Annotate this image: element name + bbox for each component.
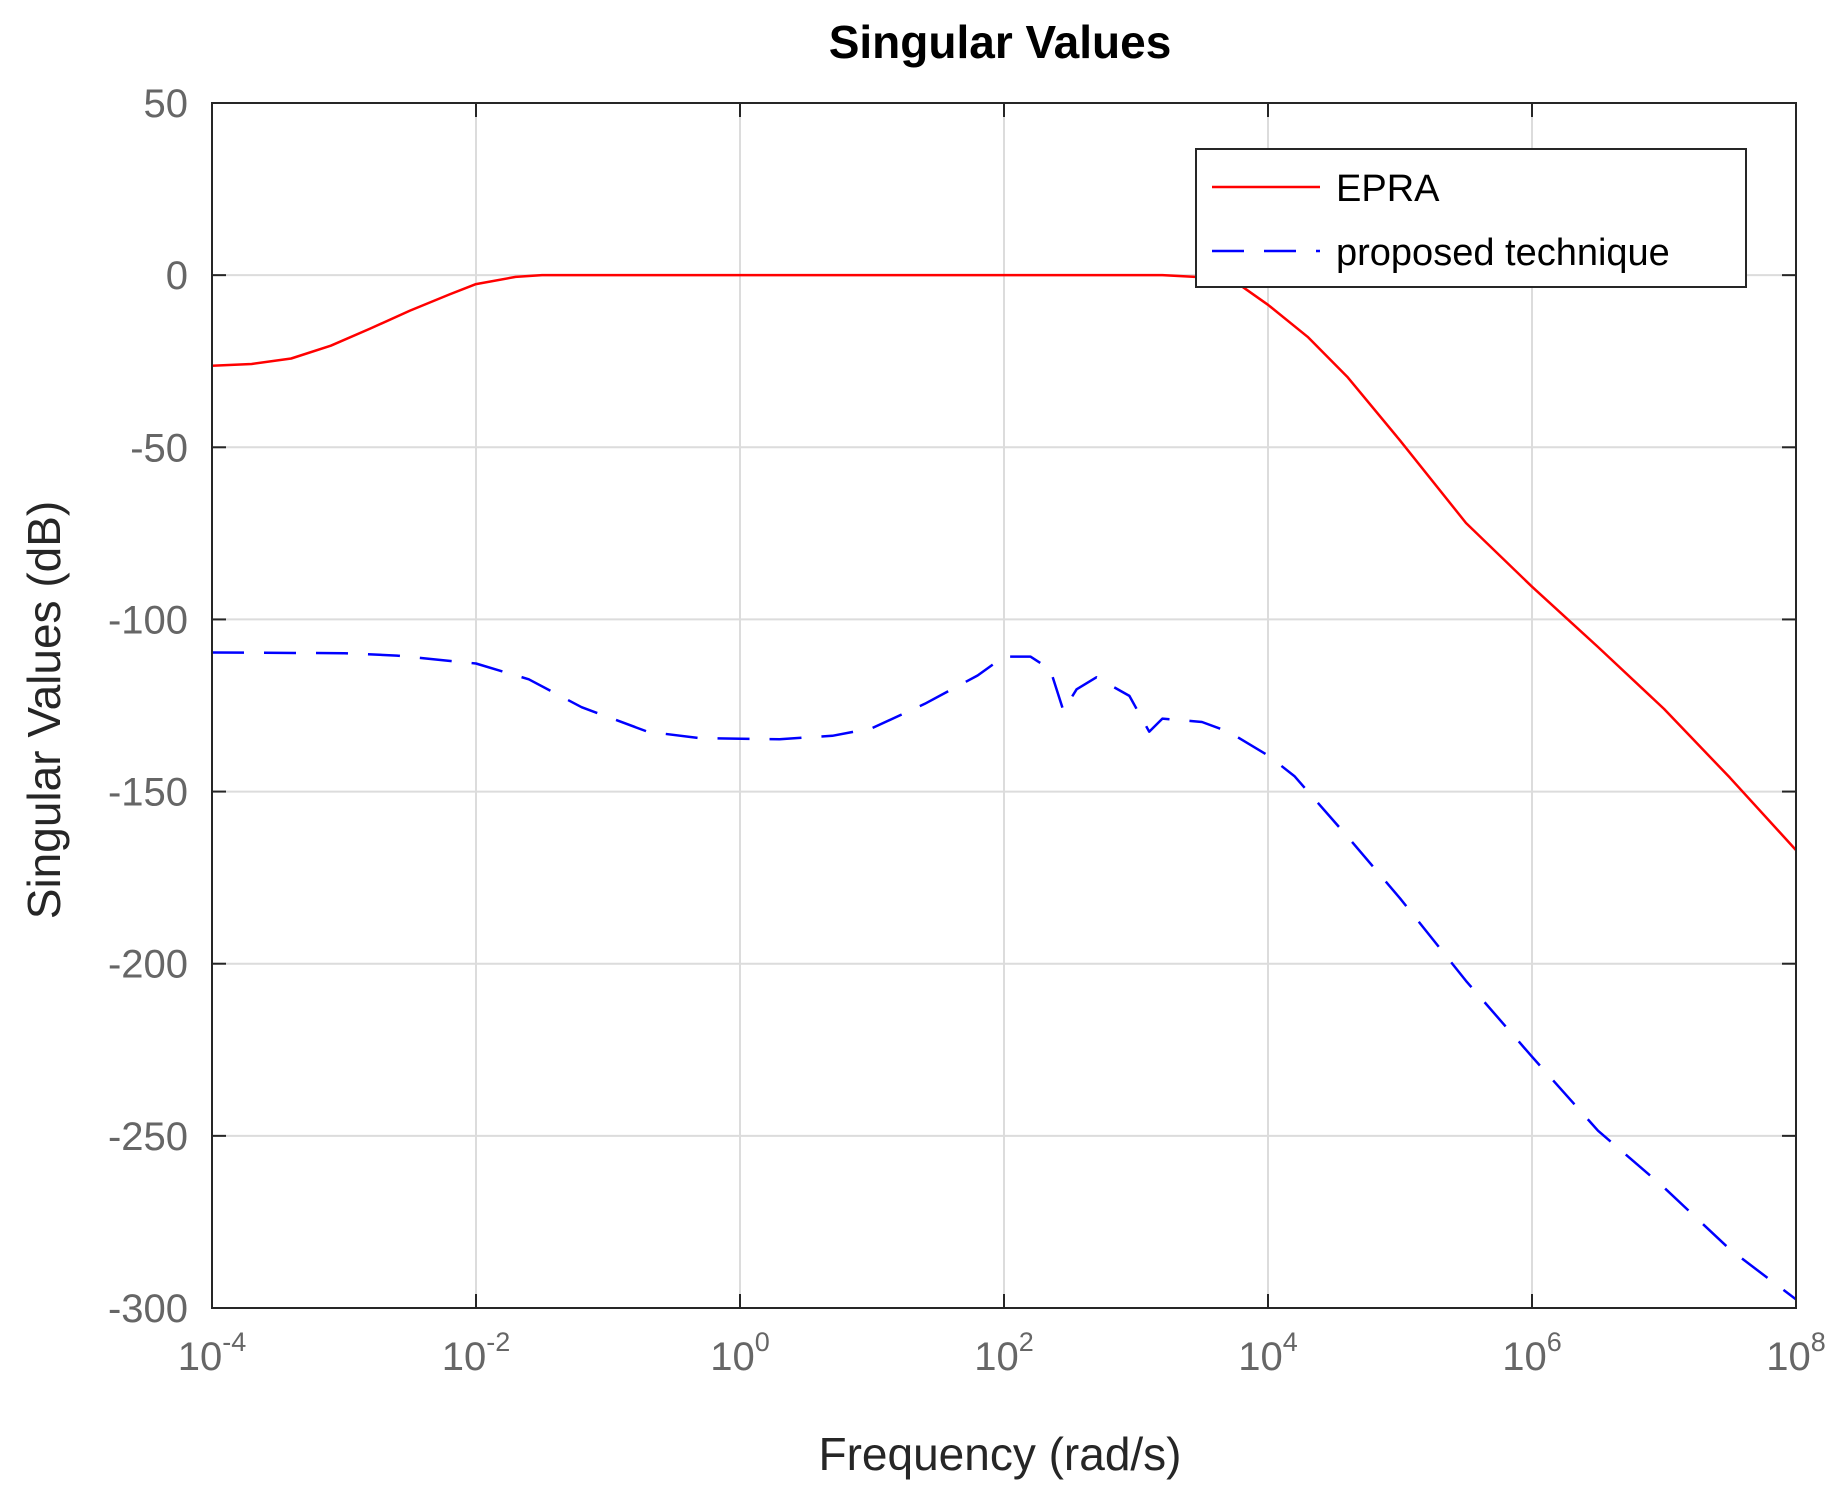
legend-proposed-label: proposed technique (1336, 232, 1670, 274)
y-axis-label: Singular Values (dB) (18, 501, 70, 919)
y-tick-label: -50 (130, 426, 188, 470)
tick-marks (211, 102, 1797, 1309)
legend-box (1195, 148, 1747, 288)
y-tick-label: -200 (108, 943, 188, 987)
y-tick-label: -300 (108, 1287, 188, 1331)
series-line-epra (211, 273, 1797, 851)
x-tick-labels: 10-4 10-2 100 102 104 106 108 (178, 1327, 1826, 1379)
legend-epra-label: EPRA (1336, 168, 1440, 210)
x-tick-label: 10-4 (178, 1327, 247, 1379)
y-tick-label: -100 (108, 598, 188, 642)
y-tick-label: 50 (144, 82, 189, 126)
x-tick-label: 10-2 (442, 1327, 511, 1379)
x-axis-label: Frequency (rad/s) (818, 1428, 1181, 1480)
legend: EPRA proposed technique (1195, 148, 1747, 288)
x-tick-label: 104 (1238, 1327, 1298, 1379)
x-tick-label: 108 (1766, 1327, 1826, 1379)
series-line-proposed-technique (211, 651, 1797, 1301)
y-tick-label: -250 (108, 1115, 188, 1159)
x-tick-label: 106 (1502, 1327, 1562, 1379)
y-tick-labels: 50 0 -50 -100 -150 -200 -250 -300 (108, 82, 188, 1331)
x-tick-label: 102 (974, 1327, 1034, 1379)
y-tick-label: 0 (166, 254, 188, 298)
x-tick-label: 100 (710, 1327, 770, 1379)
series-layer (211, 273, 1797, 1301)
chart-title: Singular Values (829, 16, 1172, 68)
y-tick-label: -150 (108, 771, 188, 815)
